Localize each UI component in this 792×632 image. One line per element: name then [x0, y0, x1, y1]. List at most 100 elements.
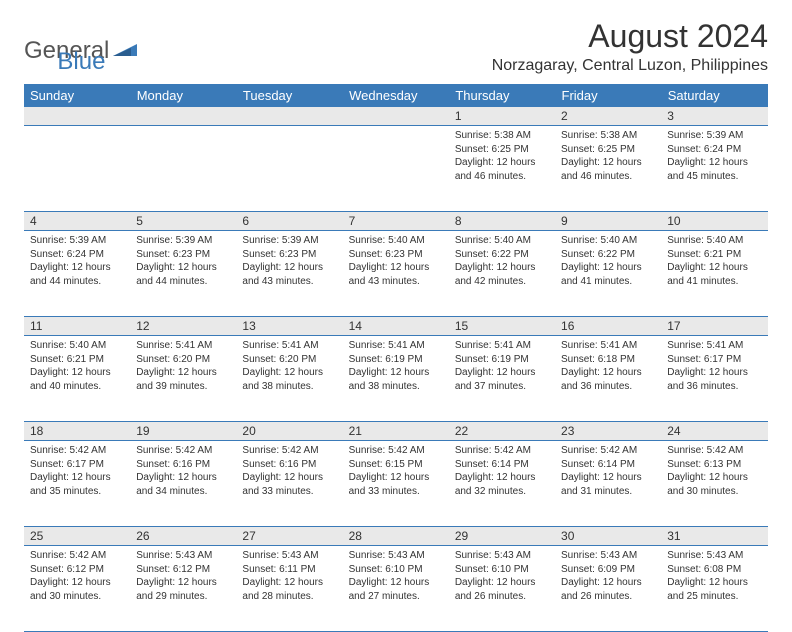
- day-details: Sunrise: 5:39 AMSunset: 6:23 PMDaylight:…: [236, 231, 342, 291]
- day-details: Sunrise: 5:41 AMSunset: 6:17 PMDaylight:…: [661, 336, 767, 396]
- sunset-text: Sunset: 6:19 PM: [349, 353, 443, 367]
- title-block: August 2024 Norzagaray, Central Luzon, P…: [492, 18, 768, 75]
- day-details: Sunrise: 5:40 AMSunset: 6:21 PMDaylight:…: [24, 336, 130, 396]
- sunrise-text: Sunrise: 5:41 AM: [349, 339, 443, 353]
- daynum-cell: 9: [555, 212, 661, 231]
- day-cell: Sunrise: 5:42 AMSunset: 6:14 PMDaylight:…: [449, 441, 555, 527]
- day-details: Sunrise: 5:41 AMSunset: 6:19 PMDaylight:…: [343, 336, 449, 396]
- daylight-text: Daylight: 12 hours and 38 minutes.: [349, 366, 443, 393]
- day-cell: Sunrise: 5:43 AMSunset: 6:08 PMDaylight:…: [661, 546, 767, 632]
- day-cell: Sunrise: 5:40 AMSunset: 6:21 PMDaylight:…: [24, 336, 130, 422]
- sunrise-text: Sunrise: 5:41 AM: [242, 339, 336, 353]
- location-text: Norzagaray, Central Luzon, Philippines: [492, 57, 768, 75]
- daynum-cell: 21: [343, 422, 449, 441]
- day-cell: Sunrise: 5:41 AMSunset: 6:19 PMDaylight:…: [343, 336, 449, 422]
- day-cell: Sunrise: 5:43 AMSunset: 6:10 PMDaylight:…: [343, 546, 449, 632]
- day-number: 20: [236, 422, 342, 440]
- day-cell: Sunrise: 5:40 AMSunset: 6:21 PMDaylight:…: [661, 231, 767, 317]
- daynum-cell: 30: [555, 527, 661, 546]
- sunset-text: Sunset: 6:09 PM: [561, 563, 655, 577]
- day-header: Saturday: [661, 84, 767, 107]
- day-number: 21: [343, 422, 449, 440]
- day-number: 10: [661, 212, 767, 230]
- daylight-text: Daylight: 12 hours and 37 minutes.: [455, 366, 549, 393]
- sunrise-text: Sunrise: 5:41 AM: [455, 339, 549, 353]
- day-cell: Sunrise: 5:39 AMSunset: 6:24 PMDaylight:…: [661, 126, 767, 212]
- daylight-text: Daylight: 12 hours and 29 minutes.: [136, 576, 230, 603]
- sunrise-text: Sunrise: 5:43 AM: [242, 549, 336, 563]
- sunset-text: Sunset: 6:21 PM: [667, 248, 761, 262]
- sunrise-text: Sunrise: 5:43 AM: [455, 549, 549, 563]
- sunset-text: Sunset: 6:13 PM: [667, 458, 761, 472]
- sunset-text: Sunset: 6:21 PM: [30, 353, 124, 367]
- sunrise-text: Sunrise: 5:42 AM: [242, 444, 336, 458]
- daylight-text: Daylight: 12 hours and 25 minutes.: [667, 576, 761, 603]
- day-details: Sunrise: 5:41 AMSunset: 6:20 PMDaylight:…: [236, 336, 342, 396]
- day-cell: Sunrise: 5:41 AMSunset: 6:17 PMDaylight:…: [661, 336, 767, 422]
- sunset-text: Sunset: 6:12 PM: [136, 563, 230, 577]
- sunrise-text: Sunrise: 5:42 AM: [30, 549, 124, 563]
- week-row: Sunrise: 5:42 AM Sunset: 6:17 PM Daylight:…: [24, 441, 768, 527]
- day-cell: Sunrise: 5:41 AMSunset: 6:18 PMDaylight:…: [555, 336, 661, 422]
- sunset-text: Sunset: 6:08 PM: [667, 563, 761, 577]
- daylight-text: Daylight: 12 hours and 31 minutes.: [561, 471, 655, 498]
- daynum-cell: 22: [449, 422, 555, 441]
- day-header: Monday: [130, 84, 236, 107]
- day-details: Sunrise: 5:40 AMSunset: 6:23 PMDaylight:…: [343, 231, 449, 291]
- day-details: Sunrise: 5:40 AMSunset: 6:22 PMDaylight:…: [449, 231, 555, 291]
- sunrise-text: Sunrise: 5:40 AM: [455, 234, 549, 248]
- day-cell: [343, 126, 449, 212]
- sunset-text: Sunset: 6:24 PM: [30, 248, 124, 262]
- day-details: Sunrise: 5:38 AMSunset: 6:25 PMDaylight:…: [449, 126, 555, 186]
- day-details: Sunrise: 5:38 AMSunset: 6:25 PMDaylight:…: [555, 126, 661, 186]
- day-details: Sunrise: 5:40 AMSunset: 6:22 PMDaylight:…: [555, 231, 661, 291]
- day-details: Sunrise: 5:42 AMSunset: 6:17 PMDaylight:…: [24, 441, 130, 501]
- day-details: Sunrise: 5:42 AMSunset: 6:15 PMDaylight:…: [343, 441, 449, 501]
- logo: General Blue: [24, 18, 105, 76]
- day-number: 27: [236, 527, 342, 545]
- sunrise-text: Sunrise: 5:41 AM: [561, 339, 655, 353]
- daynum-cell: 23: [555, 422, 661, 441]
- sunrise-text: Sunrise: 5:40 AM: [561, 234, 655, 248]
- sunrise-text: Sunrise: 5:38 AM: [561, 129, 655, 143]
- day-details: Sunrise: 5:39 AMSunset: 6:24 PMDaylight:…: [661, 126, 767, 186]
- sunset-text: Sunset: 6:14 PM: [561, 458, 655, 472]
- sunrise-text: Sunrise: 5:39 AM: [136, 234, 230, 248]
- daynum-cell: 17: [661, 317, 767, 336]
- day-cell: Sunrise: 5:42 AMSunset: 6:14 PMDaylight:…: [555, 441, 661, 527]
- daynum-cell: 3: [661, 107, 767, 126]
- day-cell: Sunrise: 5:42 AMSunset: 6:12 PMDaylight:…: [24, 546, 130, 632]
- daynum-cell: 28: [343, 527, 449, 546]
- day-details: Sunrise: 5:39 AMSunset: 6:23 PMDaylight:…: [130, 231, 236, 291]
- day-details: Sunrise: 5:41 AMSunset: 6:20 PMDaylight:…: [130, 336, 236, 396]
- day-cell: [130, 126, 236, 212]
- day-cell: Sunrise: 5:39 AMSunset: 6:24 PMDaylight:…: [24, 231, 130, 317]
- daynum-cell: 11: [24, 317, 130, 336]
- day-header-row: Sunday Monday Tuesday Wednesday Thursday…: [24, 84, 768, 107]
- sunrise-text: Sunrise: 5:42 AM: [455, 444, 549, 458]
- day-cell: [236, 126, 342, 212]
- daynum-cell: 16: [555, 317, 661, 336]
- sunrise-text: Sunrise: 5:43 AM: [667, 549, 761, 563]
- sunset-text: Sunset: 6:17 PM: [30, 458, 124, 472]
- day-header: Wednesday: [343, 84, 449, 107]
- daylight-text: Daylight: 12 hours and 36 minutes.: [667, 366, 761, 393]
- day-cell: Sunrise: 5:40 AMSunset: 6:22 PMDaylight:…: [555, 231, 661, 317]
- day-cell: Sunrise: 5:43 AMSunset: 6:12 PMDaylight:…: [130, 546, 236, 632]
- day-cell: Sunrise: 5:41 AMSunset: 6:20 PMDaylight:…: [236, 336, 342, 422]
- day-cell: Sunrise: 5:43 AMSunset: 6:09 PMDaylight:…: [555, 546, 661, 632]
- day-cell: Sunrise: 5:38 AMSunset: 6:25 PMDaylight:…: [555, 126, 661, 212]
- day-details: Sunrise: 5:42 AMSunset: 6:12 PMDaylight:…: [24, 546, 130, 606]
- day-cell: Sunrise: 5:39 AMSunset: 6:23 PMDaylight:…: [130, 231, 236, 317]
- sunset-text: Sunset: 6:23 PM: [136, 248, 230, 262]
- daynum-cell: 8: [449, 212, 555, 231]
- daynum-row: 123: [24, 107, 768, 126]
- sunset-text: Sunset: 6:15 PM: [349, 458, 443, 472]
- day-number: 3: [661, 107, 767, 125]
- day-number: 2: [555, 107, 661, 125]
- daynum-cell: [130, 107, 236, 126]
- day-number: 13: [236, 317, 342, 335]
- daynum-cell: [343, 107, 449, 126]
- day-cell: Sunrise: 5:40 AMSunset: 6:23 PMDaylight:…: [343, 231, 449, 317]
- daynum-row: 45678910: [24, 212, 768, 231]
